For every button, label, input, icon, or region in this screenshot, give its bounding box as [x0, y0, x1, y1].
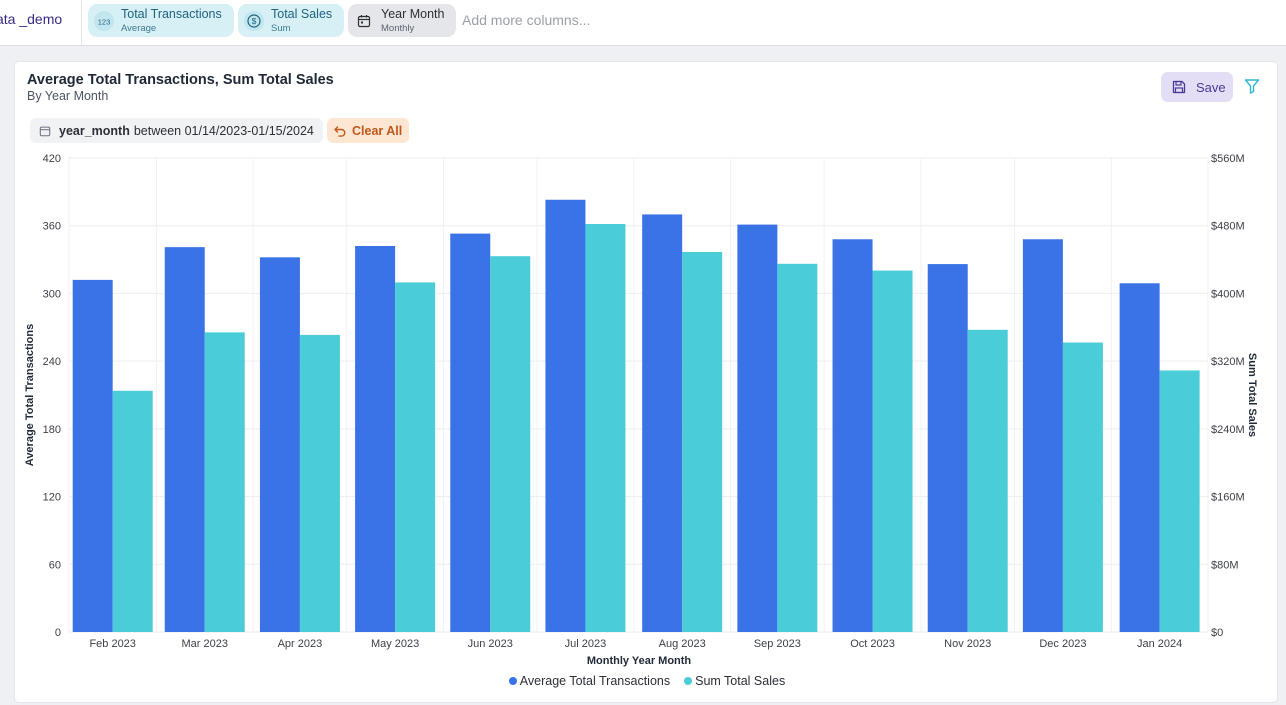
bar-average-total-transactions: [832, 239, 873, 632]
column-pill-total-sales[interactable]: $ Total Sales Sum: [238, 4, 344, 37]
chart-bars: [72, 199, 1200, 633]
bar-average-total-transactions: [450, 233, 491, 632]
bar-average-total-transactions: [545, 199, 586, 632]
legend-swatch: [508, 677, 517, 685]
bar-average-total-transactions: [737, 224, 778, 633]
add-columns-input[interactable]: Add more columns...: [462, 12, 591, 28]
save-icon: [1172, 80, 1186, 94]
bar-sum-total-sales: [490, 256, 531, 632]
chart-subtitle: By Year Month: [27, 89, 109, 103]
x-tick-label: Nov 2023: [944, 638, 991, 650]
column-pill-total-transactions[interactable]: 123 Total Transactions Average: [88, 4, 234, 37]
y2-tick-label: $400M: [1211, 288, 1245, 300]
filter-icon[interactable]: [1244, 78, 1260, 99]
x-tick-label: Dec 2023: [1039, 638, 1086, 650]
x-tick-label: Apr 2023: [278, 638, 323, 650]
svg-text:$: $: [252, 16, 257, 26]
y2-tick-label: $480M: [1211, 221, 1245, 233]
y-tick-label: 0: [55, 627, 61, 639]
save-button[interactable]: Save: [1161, 72, 1233, 102]
y2-tick-label: $0: [1211, 627, 1223, 639]
x-tick-label: Jan 2024: [1137, 638, 1182, 650]
bar-sum-total-sales: [1062, 342, 1103, 632]
x-tick-label: Jul 2023: [565, 638, 607, 650]
y-tick-label: 240: [43, 356, 61, 368]
y-tick-label: 180: [43, 424, 61, 436]
column-pill-year-month[interactable]: Year Month Monthly: [348, 4, 456, 37]
bar-average-total-transactions: [642, 214, 683, 632]
y-axis-label: Average Total Transactions: [24, 324, 36, 466]
bar-average-total-transactions: [355, 246, 396, 632]
chart-card: 0 60 120 180 240 300 360 420 $0 $80M $160M $240M $32…: [14, 61, 1278, 703]
bar-sum-total-sales: [872, 270, 913, 632]
x-tick-label: Oct 2023: [850, 638, 895, 650]
x-tick-label: Jun 2023: [468, 638, 513, 650]
bar-sum-total-sales: [682, 251, 723, 633]
legend-label: Average Total Transactions: [519, 674, 671, 688]
calendar-icon: [354, 11, 374, 31]
bar-average-total-transactions: [72, 279, 113, 632]
bar-sum-total-sales: [967, 329, 1008, 632]
calendar-icon: [39, 126, 51, 136]
y-tick-label: 60: [49, 559, 61, 571]
y2-tick-label: $320M: [1211, 356, 1245, 368]
legend-label: Sum Total Sales: [695, 674, 786, 688]
filter-condition: between 01/14/2023-01/15/2024: [133, 123, 314, 138]
number-icon-text: 123: [98, 17, 111, 26]
top-bar: ata _demo 123 Total Transactions Average…: [0, 0, 1286, 46]
filter-field: year_month: [59, 123, 130, 138]
pill-aggregation: Average: [121, 22, 157, 34]
chart-title: Average Total Transactions, Sum Total Sa…: [27, 72, 334, 88]
x-tick-label: May 2023: [371, 638, 419, 650]
legend-item-sum-total-sales[interactable]: Sum Total Sales: [684, 674, 785, 688]
bar-sum-total-sales: [299, 334, 340, 632]
bar-average-total-transactions: [164, 247, 205, 632]
y-tick-label: 300: [43, 288, 61, 300]
chart-grid: [68, 157, 1209, 633]
bar-average-total-transactions: [259, 257, 300, 632]
y2-tick-label: $240M: [1211, 424, 1245, 436]
y2-tick-label: $160M: [1211, 492, 1245, 504]
chart-ticks: 0 60 120 180 240 300 360 420 $0 $80M $160M $240M $32…: [43, 153, 1245, 650]
pill-aggregation: Sum: [271, 22, 291, 34]
y-tick-label: 120: [43, 492, 61, 504]
bar-sum-total-sales: [395, 282, 436, 632]
bar-sum-total-sales: [112, 390, 153, 632]
x-axis-label: Monthly Year Month: [587, 655, 692, 667]
x-tick-label: Aug 2023: [659, 638, 706, 650]
y-tick-label: 420: [43, 153, 61, 165]
pill-label: Year Month: [381, 7, 445, 21]
y2-tick-label: $80M: [1211, 559, 1239, 571]
bar-sum-total-sales: [585, 224, 626, 632]
chart-legend: Average Total Transactions Sum Total Sal…: [15, 674, 1279, 688]
bar-sum-total-sales: [204, 332, 245, 632]
clear-all-button[interactable]: Clear All: [327, 118, 410, 143]
clear-all-label: Clear All: [352, 123, 403, 138]
legend-item-average-total-transactions[interactable]: Average Total Transactions: [508, 674, 671, 688]
y2-axis-label: Sum Total Sales: [1246, 353, 1258, 437]
x-tick-label: Sep 2023: [754, 638, 801, 650]
y2-tick-label: $560M: [1211, 153, 1245, 165]
undo-icon: [334, 125, 346, 137]
save-label: Save: [1196, 79, 1226, 95]
x-tick-label: Mar 2023: [182, 638, 228, 650]
legend-swatch: [684, 677, 693, 685]
x-tick-label: Feb 2023: [89, 638, 135, 650]
dataset-name[interactable]: ata _demo: [0, 11, 63, 27]
bar-average-total-transactions: [1022, 239, 1063, 632]
filter-chip[interactable]: year_month between 01/14/2023-01/15/2024: [30, 118, 323, 143]
bar-chart: 0 60 120 180 240 300 360 420 $0 $80M $160M $240M $32…: [24, 153, 1258, 667]
dollar-icon: $: [244, 10, 264, 31]
bar-sum-total-sales: [1159, 370, 1200, 632]
bar-sum-total-sales: [777, 263, 818, 632]
number-icon: 123: [94, 10, 114, 31]
pill-aggregation: Monthly: [381, 22, 415, 34]
bar-average-total-transactions: [927, 264, 968, 632]
divider: [81, 0, 82, 46]
pill-label: Total Sales: [271, 7, 333, 21]
y-tick-label: 360: [43, 221, 61, 233]
bar-average-total-transactions: [1119, 283, 1160, 632]
pill-label: Total Transactions: [121, 7, 222, 21]
